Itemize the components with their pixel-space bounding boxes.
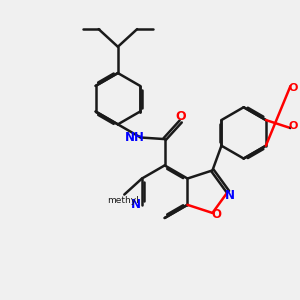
Text: N: N [224, 189, 235, 202]
Text: O: O [211, 208, 221, 221]
Text: N: N [131, 198, 141, 211]
Text: O: O [176, 110, 186, 123]
Text: O: O [288, 83, 298, 93]
Text: O: O [288, 122, 298, 131]
Text: NH: NH [125, 131, 145, 144]
Text: methyl: methyl [107, 196, 139, 205]
